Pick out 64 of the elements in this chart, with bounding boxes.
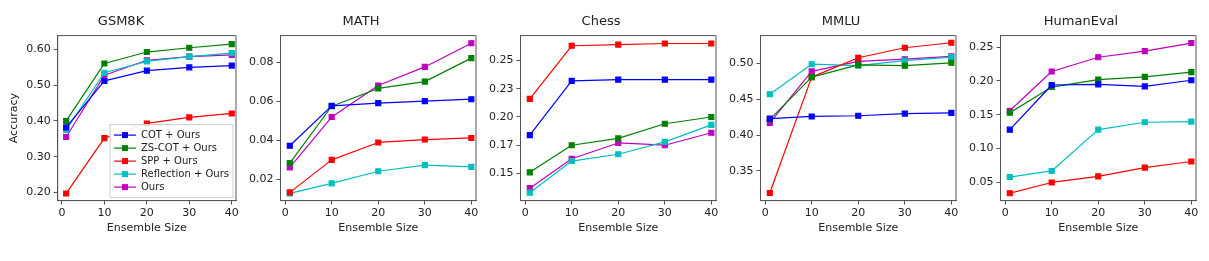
- x-tick-label: 0: [761, 206, 769, 220]
- y-tick-label: 0.05: [968, 175, 994, 189]
- x-tick-label: 0: [281, 206, 289, 220]
- y-tick-label: 0.06: [248, 94, 274, 108]
- y-tick-label: 0.17: [488, 138, 514, 152]
- y-tick-label: 0.02: [248, 172, 274, 186]
- y-tick-label: 0.45: [728, 92, 754, 106]
- x-tick-label: 40: [1184, 206, 1199, 220]
- x-tick-label: 20: [139, 206, 154, 220]
- y-tick-label: 0.60: [26, 42, 51, 56]
- y-tick-label: 0.20: [26, 185, 51, 199]
- y-tick-label: 0.08: [248, 54, 274, 68]
- x-tick-label: 20: [371, 206, 386, 220]
- x-tick-label: 10: [324, 206, 339, 220]
- x-tick-label: 30: [417, 206, 432, 220]
- x-tick-label: 20: [611, 206, 626, 220]
- y-tick-label: 0.25: [488, 53, 514, 67]
- y-tick-label: 0.35: [728, 163, 754, 177]
- x-tick-label: 0: [58, 206, 66, 220]
- y-axis-title: Accuracy: [7, 92, 21, 144]
- x-tick-label: 30: [897, 206, 912, 220]
- legend-label: SPP + Ours: [140, 154, 198, 166]
- chart-title: Chess: [581, 13, 621, 29]
- x-tick-label: 40: [704, 206, 719, 220]
- y-tick-label: 0.04: [248, 133, 274, 147]
- chart-title: GSM8K: [97, 13, 145, 29]
- x-tick-label: 0: [1001, 206, 1009, 220]
- y-tick-label: 0.10: [968, 141, 994, 155]
- x-tick-label: 10: [97, 206, 112, 220]
- y-tick-label: 0.20: [488, 109, 514, 123]
- x-axis-title: Ensemble Size: [1058, 221, 1139, 235]
- x-tick-label: 0: [521, 206, 529, 220]
- chart-title: HumanEval: [1043, 13, 1119, 29]
- x-tick-label: 10: [804, 206, 819, 220]
- y-tick-label: 0.15: [968, 107, 994, 121]
- x-tick-label: 20: [851, 206, 866, 220]
- y-tick-label: 0.25: [968, 39, 994, 53]
- x-tick-label: 40: [224, 206, 239, 220]
- y-tick-label: 0.20: [968, 73, 994, 87]
- y-tick-label: 0.50: [26, 78, 51, 92]
- y-tick-label: 0.50: [728, 56, 754, 70]
- x-axis-title: Ensemble Size: [818, 221, 899, 235]
- x-axis-title: Ensemble Size: [578, 221, 659, 235]
- y-tick-label: 0.15: [488, 166, 514, 180]
- x-tick-label: 30: [1137, 206, 1152, 220]
- legend-label: Ours: [140, 180, 165, 192]
- x-tick-label: 10: [564, 206, 579, 220]
- x-axis-title: Ensemble Size: [338, 221, 419, 235]
- legend-label: ZS-COT + Ours: [140, 141, 218, 153]
- y-tick-label: 0.40: [26, 113, 51, 127]
- x-tick-label: 40: [464, 206, 479, 220]
- y-tick-label: 0.40: [728, 127, 754, 141]
- legend-label: COT + Ours: [140, 128, 201, 140]
- x-tick-label: 10: [1044, 206, 1059, 220]
- x-axis-title: Ensemble Size: [106, 221, 188, 235]
- x-tick-label: 20: [1091, 206, 1106, 220]
- x-tick-label: 30: [182, 206, 197, 220]
- chart-title: MATH: [342, 13, 380, 29]
- chart-title: MMLU: [821, 13, 861, 29]
- legend-label: Reflection + Ours: [140, 167, 230, 179]
- x-tick-label: 40: [944, 206, 959, 220]
- x-tick-label: 30: [657, 206, 672, 220]
- y-tick-label: 0.23: [488, 81, 514, 95]
- y-tick-label: 0.30: [26, 149, 51, 163]
